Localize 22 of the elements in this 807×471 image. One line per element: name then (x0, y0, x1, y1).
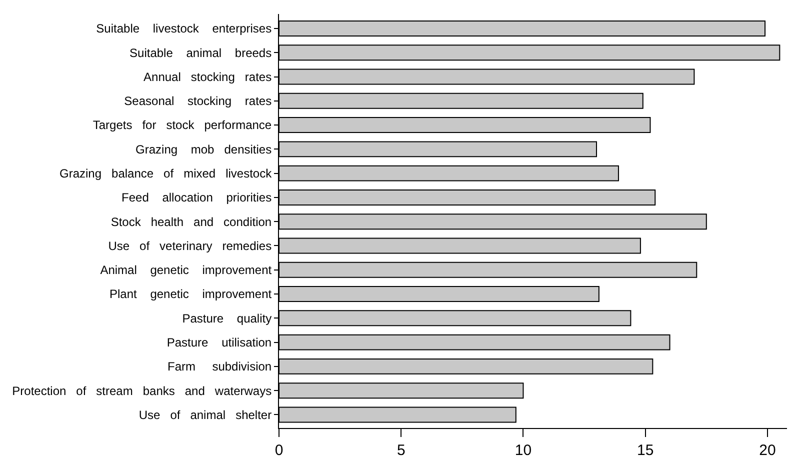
y-tick-label: Animal genetic improvement (100, 263, 272, 278)
y-tick-label: Suitable livestock enterprises (96, 22, 272, 36)
y-tick-label: Grazing balance of mixed livestock (60, 166, 273, 181)
y-tick-label: Pasture quality (182, 311, 272, 326)
y-tick-label: Annual stocking rates (144, 70, 272, 84)
y-tick-label: Protection of stream banks and waterways (12, 384, 272, 398)
x-tick-label: 5 (396, 442, 406, 459)
y-tick-label: Plant genetic improvement (110, 287, 272, 302)
x-tick-label: 20 (759, 442, 776, 459)
y-tick-label: Suitable animal breeds (130, 46, 272, 60)
y-tick-label: Seasonal stocking rates (124, 94, 272, 108)
y-tick-label: Grazing mob densities (136, 142, 272, 156)
y-tick-label: Use of animal shelter (138, 408, 272, 422)
x-tick-label: 15 (637, 442, 654, 459)
y-tick-label: Stock health and condition (110, 214, 272, 229)
y-tick-label: Targets for stock performance (92, 118, 272, 132)
x-tick-label: 0 (274, 442, 284, 459)
y-tick-label: Feed allocation priorities (122, 190, 272, 205)
y-tick-label: Pasture utilisation (166, 336, 272, 350)
y-tick-label: Use of veterinary remedies (108, 238, 272, 253)
x-tick-label: 10 (514, 442, 532, 459)
y-tick-label: Farm subdivision (168, 360, 272, 374)
